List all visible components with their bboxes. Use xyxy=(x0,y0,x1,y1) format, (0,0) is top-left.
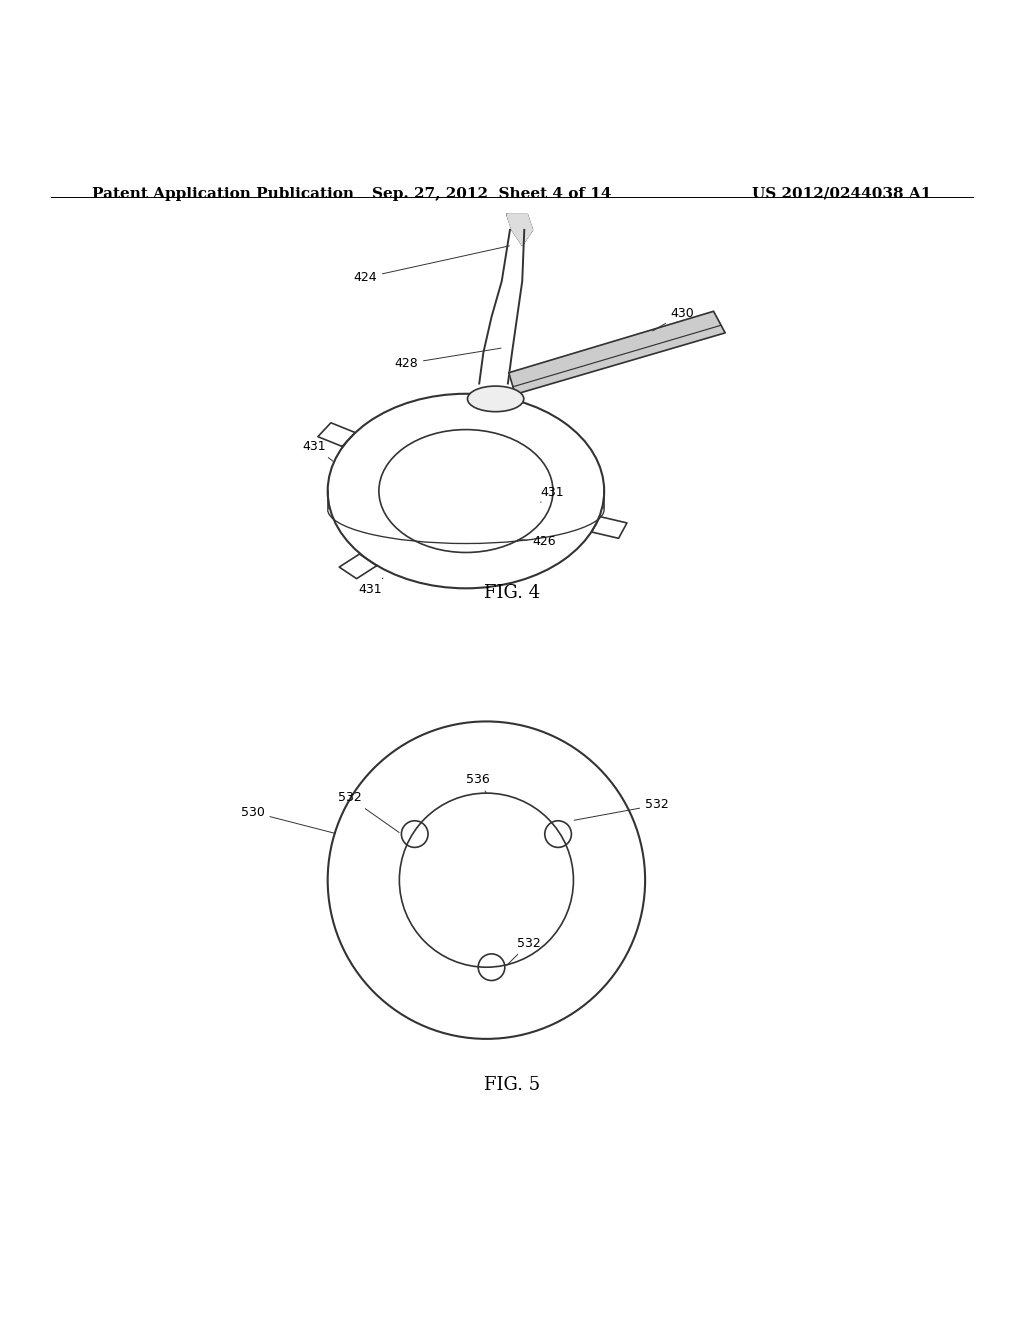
Text: US 2012/0244038 A1: US 2012/0244038 A1 xyxy=(753,187,932,201)
Text: 532: 532 xyxy=(338,791,399,833)
Text: FIG. 4: FIG. 4 xyxy=(484,585,540,602)
Text: FIG. 5: FIG. 5 xyxy=(484,1076,540,1094)
Text: Patent Application Publication: Patent Application Publication xyxy=(92,187,354,201)
Text: 431: 431 xyxy=(358,578,383,597)
Text: Sep. 27, 2012  Sheet 4 of 14: Sep. 27, 2012 Sheet 4 of 14 xyxy=(372,187,611,201)
Text: 430: 430 xyxy=(652,308,694,331)
Text: 530: 530 xyxy=(241,805,335,833)
Polygon shape xyxy=(507,215,532,246)
Ellipse shape xyxy=(467,385,523,412)
Text: 431: 431 xyxy=(541,486,564,503)
Text: 426: 426 xyxy=(518,536,556,548)
Text: 536: 536 xyxy=(466,774,489,793)
Text: 532: 532 xyxy=(507,937,541,965)
Text: 431: 431 xyxy=(302,440,334,462)
Text: 428: 428 xyxy=(394,348,501,370)
Polygon shape xyxy=(509,312,725,395)
Text: 532: 532 xyxy=(574,799,669,820)
Text: 424: 424 xyxy=(353,246,509,284)
